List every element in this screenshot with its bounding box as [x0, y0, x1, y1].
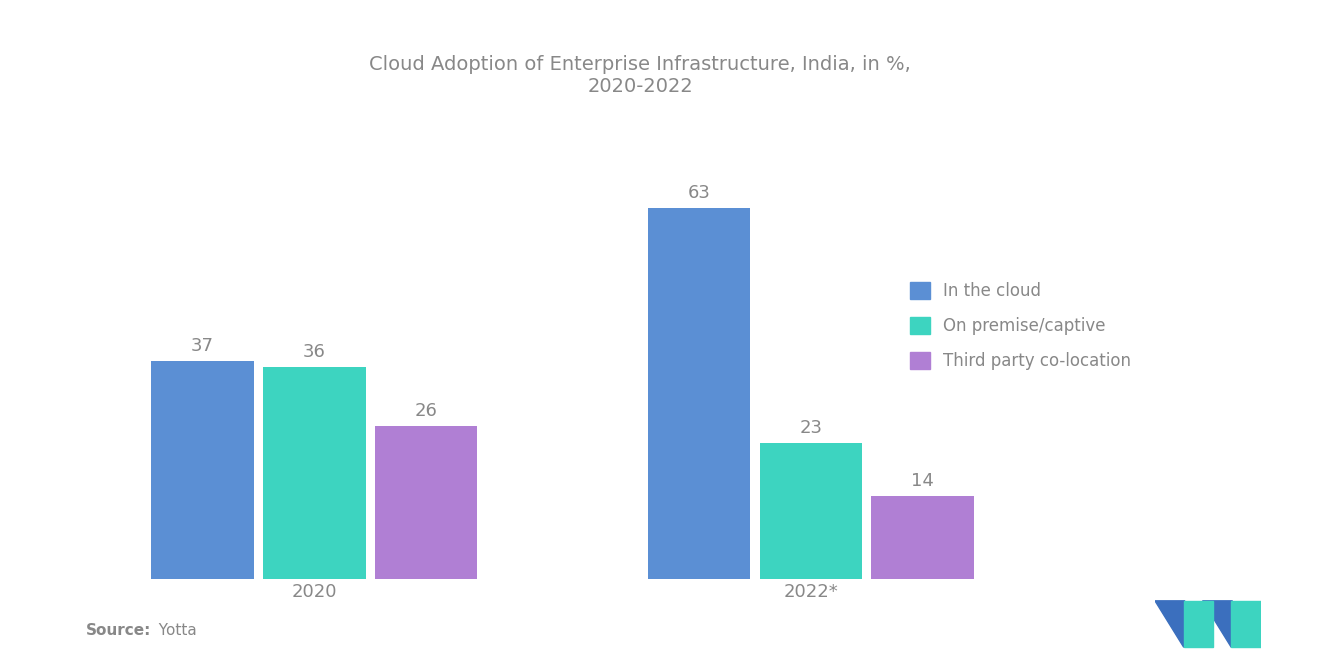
- Bar: [375, 426, 478, 579]
- Text: 26: 26: [414, 402, 437, 420]
- Bar: [871, 496, 974, 579]
- Text: 36: 36: [302, 343, 326, 361]
- Text: Source:: Source:: [86, 623, 152, 638]
- Legend: In the cloud, On premise/captive, Third party co-location: In the cloud, On premise/captive, Third …: [902, 274, 1139, 378]
- Text: 14: 14: [911, 472, 935, 490]
- Polygon shape: [1184, 601, 1213, 647]
- Title: Cloud Adoption of Enterprise Infrastructure, India, in %,
2020-2022: Cloud Adoption of Enterprise Infrastruct…: [370, 55, 911, 96]
- Bar: [152, 361, 253, 579]
- Bar: [263, 367, 366, 579]
- Polygon shape: [1232, 601, 1261, 647]
- Text: Yotta: Yotta: [149, 623, 197, 638]
- Bar: [760, 444, 862, 579]
- Text: 23: 23: [800, 420, 822, 438]
- Polygon shape: [1203, 601, 1261, 647]
- Bar: [648, 208, 750, 579]
- Text: 37: 37: [191, 337, 214, 355]
- Polygon shape: [1155, 601, 1213, 647]
- Text: 63: 63: [688, 184, 710, 202]
